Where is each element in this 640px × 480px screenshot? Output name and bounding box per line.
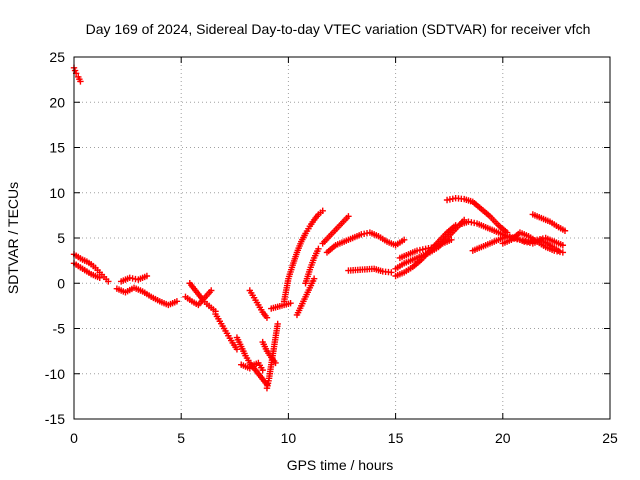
series-late (529, 211, 569, 234)
data-point (143, 272, 151, 280)
data-point (233, 346, 241, 353)
y-tick-label: -15 (45, 411, 65, 427)
series-descent-c (238, 359, 266, 374)
y-tick-label: 5 (57, 230, 65, 246)
x-tick-label: 15 (388, 430, 404, 446)
series-evening-peak (443, 194, 511, 236)
y-tick-label: 25 (49, 49, 65, 65)
y-tick-label: 15 (49, 140, 65, 156)
y-tick-label: 10 (49, 185, 65, 201)
y-tick-label: 20 (49, 94, 65, 110)
series-descent-a (212, 310, 241, 353)
chart-title: Day 169 of 2024, Sidereal Day-to-day VTE… (86, 21, 591, 37)
data-points (70, 64, 569, 392)
data-point (452, 222, 459, 229)
y-axis-label: SDTVAR / TECUs (5, 182, 21, 294)
data-point (388, 269, 395, 276)
x-tick-label: 5 (177, 430, 185, 446)
y-tick-label: -5 (53, 321, 66, 337)
data-point (400, 236, 408, 244)
data-point (208, 287, 215, 294)
data-point (173, 298, 181, 305)
series-afternoon-c (392, 222, 459, 280)
series-rise-b (293, 275, 318, 319)
series-morning (113, 284, 181, 309)
plot-frame (73, 56, 611, 420)
x-tick-label: 10 (281, 430, 297, 446)
series-evening-c (499, 229, 567, 256)
x-tick-label: 0 (70, 430, 78, 446)
series-rise-d (323, 229, 408, 256)
data-point (448, 236, 455, 244)
data-point (259, 366, 266, 374)
data-point (310, 275, 318, 282)
series-midday-cluster-b (182, 287, 215, 309)
data-point (559, 249, 567, 256)
series-early-high (70, 64, 84, 85)
series-flat (268, 299, 294, 312)
series-rise-e (319, 213, 352, 247)
data-point (272, 359, 279, 367)
x-axis-label: GPS time / hours (287, 457, 394, 473)
series-trough-b (259, 338, 279, 367)
data-point (105, 278, 112, 285)
data-point (274, 320, 281, 328)
data-point (315, 245, 322, 253)
data-point (319, 207, 326, 215)
series-rise-c (302, 245, 322, 287)
series-afternoon-low (345, 265, 395, 276)
data-point (96, 274, 103, 282)
x-tick-label: 25 (602, 430, 618, 446)
data-point (263, 314, 271, 321)
data-point (345, 213, 352, 220)
series-descent-d (246, 287, 271, 321)
series-morning-b (117, 272, 151, 285)
data-point (77, 78, 84, 85)
x-tick-label: 20 (495, 430, 511, 446)
y-tick-label: 0 (57, 275, 65, 291)
series-rise-a (280, 207, 326, 305)
tick-labels: 0 5 10 15 20 25 -15 -10 -5 0 5 10 15 20 25 (45, 49, 618, 446)
series-early-decay-b (70, 260, 103, 282)
data-point (287, 299, 294, 307)
y-tick-label: -10 (45, 366, 65, 382)
data-point (559, 242, 567, 249)
series-afternoon-b (396, 236, 455, 262)
data-point (561, 227, 569, 234)
